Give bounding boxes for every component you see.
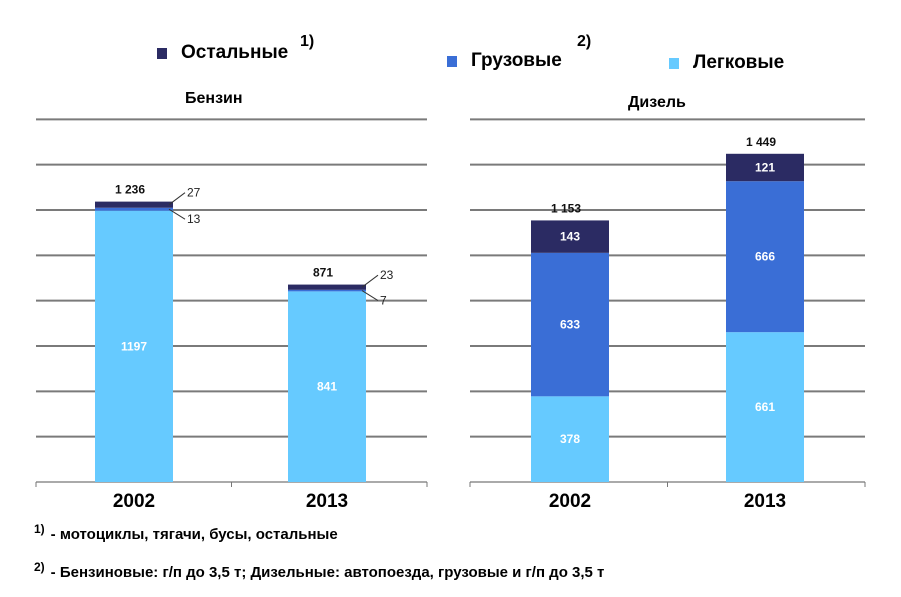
footnote-1: 1) - мотоциклы, тягачи, бусы, остальные [34, 522, 338, 543]
legend-swatch-cars [669, 57, 679, 69]
legend-label-cars: Легковые [693, 52, 785, 73]
footnote-2-num: 2) [34, 560, 45, 574]
petrol-leader-line [168, 208, 186, 220]
petrol-data-label: 27 [187, 186, 201, 200]
petrol-bar-2013-Остальные [288, 284, 366, 290]
legend-label-other: Остальные [181, 42, 289, 63]
petrol-bar-2002-Грузовые [95, 207, 173, 211]
legend-item-other: Остальные [157, 42, 288, 64]
legend-note-trucks: 2) [577, 33, 592, 50]
footnote-2: 2) - Бензиновые: г/п до 3,5 т; Дизельные:… [34, 560, 604, 581]
petrol-leader-line [361, 290, 379, 302]
diesel-data-label: 661 [755, 400, 775, 414]
petrol-leader-line [361, 274, 379, 288]
diesel-category-label: 2013 [744, 491, 786, 512]
petrol-data-label: 841 [317, 380, 337, 394]
petrol-leader-line [168, 192, 186, 206]
petrol-data-label: 13 [187, 212, 201, 226]
diesel-bar-2013-Грузовые [726, 181, 804, 333]
petrol-bar-2002-Легковые [95, 210, 173, 482]
petrol-bar-2013-Грузовые [288, 289, 366, 292]
petrol-total-label: 1 236 [115, 183, 145, 197]
legend-item-trucks: Грузовые [447, 50, 562, 72]
legend-swatch-other [157, 47, 167, 59]
petrol-category-label: 2002 [113, 491, 155, 512]
petrol-data-label: 1197 [121, 339, 147, 353]
diesel-bar-2013-Легковые [726, 332, 804, 482]
diesel-bar-2002-Грузовые [531, 252, 609, 397]
legend-swatch-trucks [447, 55, 457, 67]
legend-note-other: 1) [300, 33, 315, 50]
legend-label-trucks: Грузовые [471, 50, 562, 71]
footnote-1-num: 1) [34, 522, 45, 536]
diesel-category-label: 2002 [549, 491, 591, 512]
diesel-data-label: 378 [560, 432, 580, 446]
petrol-category-label: 2013 [306, 491, 348, 512]
footnote-2-text: - Бензиновые: г/п до 3,5 т; Дизельные: а… [50, 564, 605, 581]
petrol-data-label: 7 [380, 294, 387, 308]
footnote-1-text: - мотоциклы, тягачи, бусы, остальные [50, 526, 338, 543]
diesel-data-label: 121 [755, 161, 775, 175]
diesel-bar-2002-Остальные [531, 220, 609, 253]
diesel-total-label: 1 153 [551, 201, 581, 215]
petrol-data-label: 23 [380, 268, 394, 282]
panel-title-diesel: Дизель [628, 94, 686, 111]
legend-item-cars: Легковые [669, 52, 784, 74]
petrol-total-label: 871 [313, 266, 333, 280]
diesel-bar-2002-Легковые [531, 396, 609, 482]
diesel-bar-2013-Остальные [726, 153, 804, 182]
diesel-data-label: 143 [560, 230, 580, 244]
diesel-total-label: 1 449 [746, 135, 776, 149]
diesel-data-label: 666 [755, 250, 775, 264]
diesel-data-label: 633 [560, 318, 580, 332]
petrol-bar-2002-Остальные [95, 201, 173, 208]
petrol-bar-2013-Легковые [288, 291, 366, 482]
panel-title-petrol: Бензин [185, 90, 243, 107]
